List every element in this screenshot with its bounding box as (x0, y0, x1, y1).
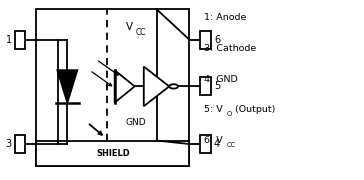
Text: CC: CC (136, 28, 146, 37)
Text: SHIELD: SHIELD (96, 148, 130, 158)
Text: CC: CC (226, 142, 236, 148)
Text: 3: Cathode: 3: Cathode (204, 44, 256, 53)
Text: O: O (226, 111, 232, 117)
Bar (15, 135, 25, 153)
Text: 1: Anode: 1: Anode (204, 14, 246, 22)
Text: V: V (126, 22, 133, 32)
Bar (36, 9, 189, 166)
Polygon shape (115, 70, 135, 103)
Bar (36, 141, 189, 166)
Text: GND: GND (126, 118, 146, 127)
Text: 4: 4 (214, 139, 220, 149)
Bar (200, 77, 211, 95)
Text: 5: 5 (214, 81, 220, 91)
Text: 4: GND: 4: GND (204, 75, 238, 84)
Text: 1: 1 (5, 35, 12, 45)
Bar (200, 31, 211, 49)
Text: (Output): (Output) (232, 105, 275, 114)
Text: 6: V: 6: V (204, 136, 223, 145)
Text: 3: 3 (5, 139, 12, 149)
Bar (200, 135, 211, 153)
Bar (15, 31, 25, 49)
Text: 6: 6 (214, 35, 220, 45)
Circle shape (169, 84, 178, 89)
Text: 5: V: 5: V (204, 105, 223, 114)
Polygon shape (144, 67, 169, 106)
Polygon shape (58, 70, 77, 103)
